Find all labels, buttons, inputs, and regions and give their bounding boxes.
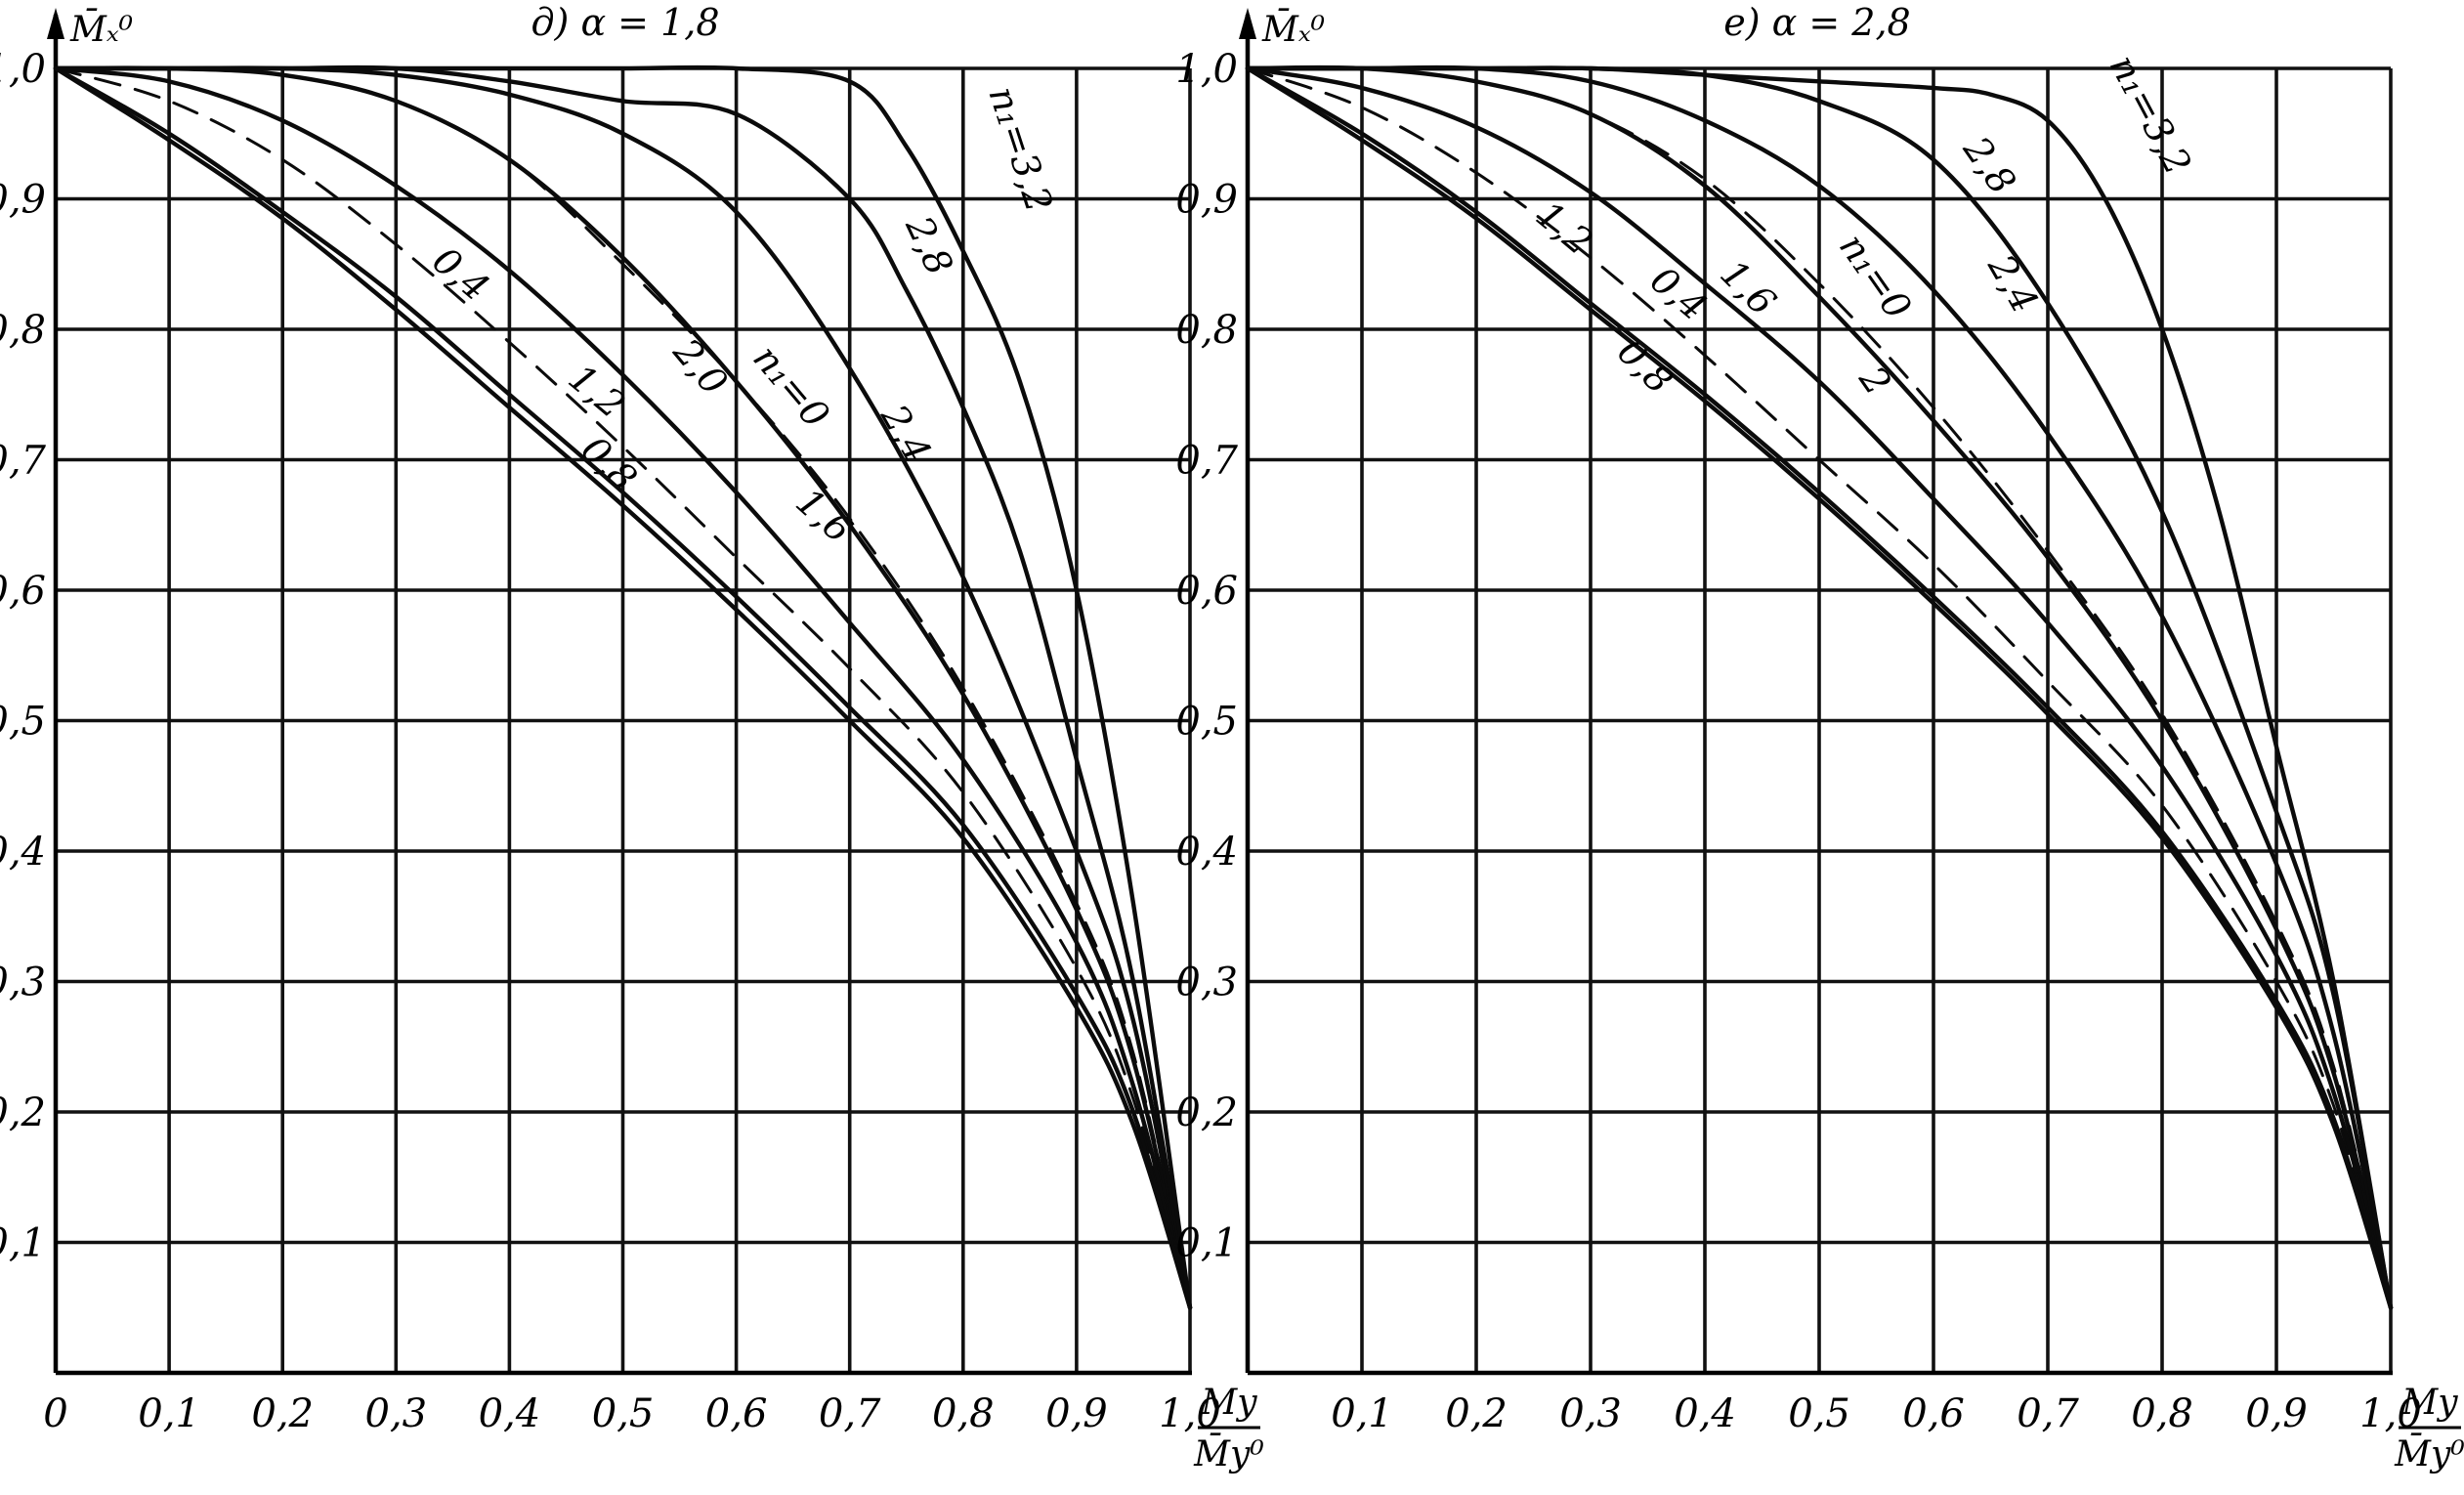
- series-line-n-3-2: [53, 64, 1193, 1310]
- series-line-1-6: [1245, 65, 2394, 1310]
- x-tick-label: 0,8: [932, 1391, 995, 1436]
- x-tick-label: 0,2: [251, 1391, 314, 1436]
- y-tick-label: 0,7: [0, 439, 47, 484]
- x-tick-label: 0,7: [2017, 1391, 2079, 1436]
- y-tick-label: 0,9: [0, 178, 46, 223]
- x-tick-label: 0,3: [1559, 1391, 1622, 1436]
- y-axis-label: M̄ₓ⁰: [1261, 8, 1325, 50]
- x-axis-label-numerator: My: [1200, 1383, 1257, 1423]
- y-tick-label: 0,6: [1175, 569, 1238, 614]
- y-tick-label: 0,3: [0, 961, 46, 1005]
- y-axis-arrow: [1239, 8, 1256, 39]
- series-line-1-2: [1245, 65, 2394, 1310]
- y-tick-label: 0,9: [1175, 178, 1238, 223]
- y-tick-label: 0,1: [0, 1221, 46, 1266]
- chart-panel-2: 0,1 0,2 0,3 0,4 0,5 0,6 0,7 0,8 0,9 1,0 0,1 0,2 0,3 0…: [1175, 1, 2464, 1474]
- y-tick-label: 1,0: [0, 47, 46, 92]
- y-tick-label: 0,1: [1175, 1221, 1238, 1266]
- series-line-2: [1245, 64, 2394, 1310]
- series-line-n-3-2: [1245, 65, 2394, 1310]
- y-tick-label: 0,5: [1175, 700, 1238, 745]
- series-label: 2,0: [664, 329, 736, 403]
- y-tick-label: 0,2: [1175, 1090, 1238, 1135]
- series-line-0-8: [1245, 65, 2394, 1310]
- y-tick-label: 1,0: [1175, 47, 1238, 92]
- series-label: n₁=3,2: [980, 81, 1061, 217]
- y-tick-label: 0,8: [0, 308, 46, 353]
- y-tick-label: 0,6: [0, 569, 46, 614]
- series-label: 1,6: [1712, 252, 1784, 324]
- x-tick-label: 0,8: [2131, 1391, 2193, 1436]
- y-tick-label: 0,7: [1175, 439, 1238, 484]
- x-tick-label: 0,5: [592, 1391, 655, 1436]
- series-line-1-6: [53, 65, 1193, 1310]
- x-tick-label: 0,4: [1674, 1391, 1736, 1436]
- x-tick-label: 0,4: [479, 1391, 541, 1436]
- y-tick-label: 0,2: [0, 1090, 46, 1135]
- y-tick-label: 0,3: [1175, 961, 1238, 1005]
- y-tick-label: 0,4: [1175, 830, 1238, 875]
- chart-panel-1: 0,1 0,2 0,3 0,4 0,5 0,6 0,7 0,8 0,9 1,0 0 0,1 0,2 0,3…: [0, 1, 1264, 1474]
- chart-title: е) α = 2,8: [1723, 1, 1910, 44]
- x-tick-label: 0,6: [705, 1391, 768, 1436]
- series-line-1-2: [53, 65, 1193, 1310]
- x-tick-label: 0,6: [1902, 1391, 1965, 1436]
- series-label: 0,8: [574, 428, 646, 500]
- x-tick-label: 0,1: [1331, 1391, 1393, 1436]
- y-tick-label: 0,4: [0, 830, 46, 875]
- x-tick-label: 0,9: [1045, 1391, 1108, 1436]
- series-line-n-0: [1246, 65, 2393, 1309]
- series-label: n₁=0: [1831, 226, 1920, 327]
- x-axis-label-numerator: My: [2400, 1383, 2458, 1423]
- x-tick-label: 0,2: [1445, 1391, 1508, 1436]
- y-axis-arrow: [47, 8, 64, 39]
- series-line-n-0: [54, 66, 1192, 1309]
- x-tick-label: 0,5: [1788, 1391, 1850, 1436]
- y-axis-label: M̄ₓ⁰: [69, 8, 133, 50]
- y-tick-label: 0,5: [0, 700, 46, 745]
- chart-title: д) α = 1,8: [531, 1, 719, 44]
- series-label: n₁=0: [744, 337, 837, 437]
- series-label: 2,8: [897, 209, 961, 281]
- series-label: 2: [1850, 358, 1899, 403]
- x-tick-label: 0,3: [364, 1391, 427, 1436]
- y-tick-label: 0,8: [1175, 308, 1238, 353]
- series-line-0-8: [53, 65, 1193, 1310]
- x-axis-label-denominator: M̄y⁰: [1193, 1432, 1264, 1474]
- x-tick-label: 0,9: [2245, 1391, 2308, 1436]
- series-line-0-4: [1246, 66, 2393, 1309]
- x-tick-label: 0,1: [138, 1391, 200, 1436]
- x-tick-label: 0,7: [819, 1391, 881, 1436]
- series-line-0-4: [54, 66, 1192, 1309]
- x-tick-label: 0: [43, 1391, 67, 1436]
- x-axis-label-denominator: M̄y⁰: [2394, 1432, 2464, 1474]
